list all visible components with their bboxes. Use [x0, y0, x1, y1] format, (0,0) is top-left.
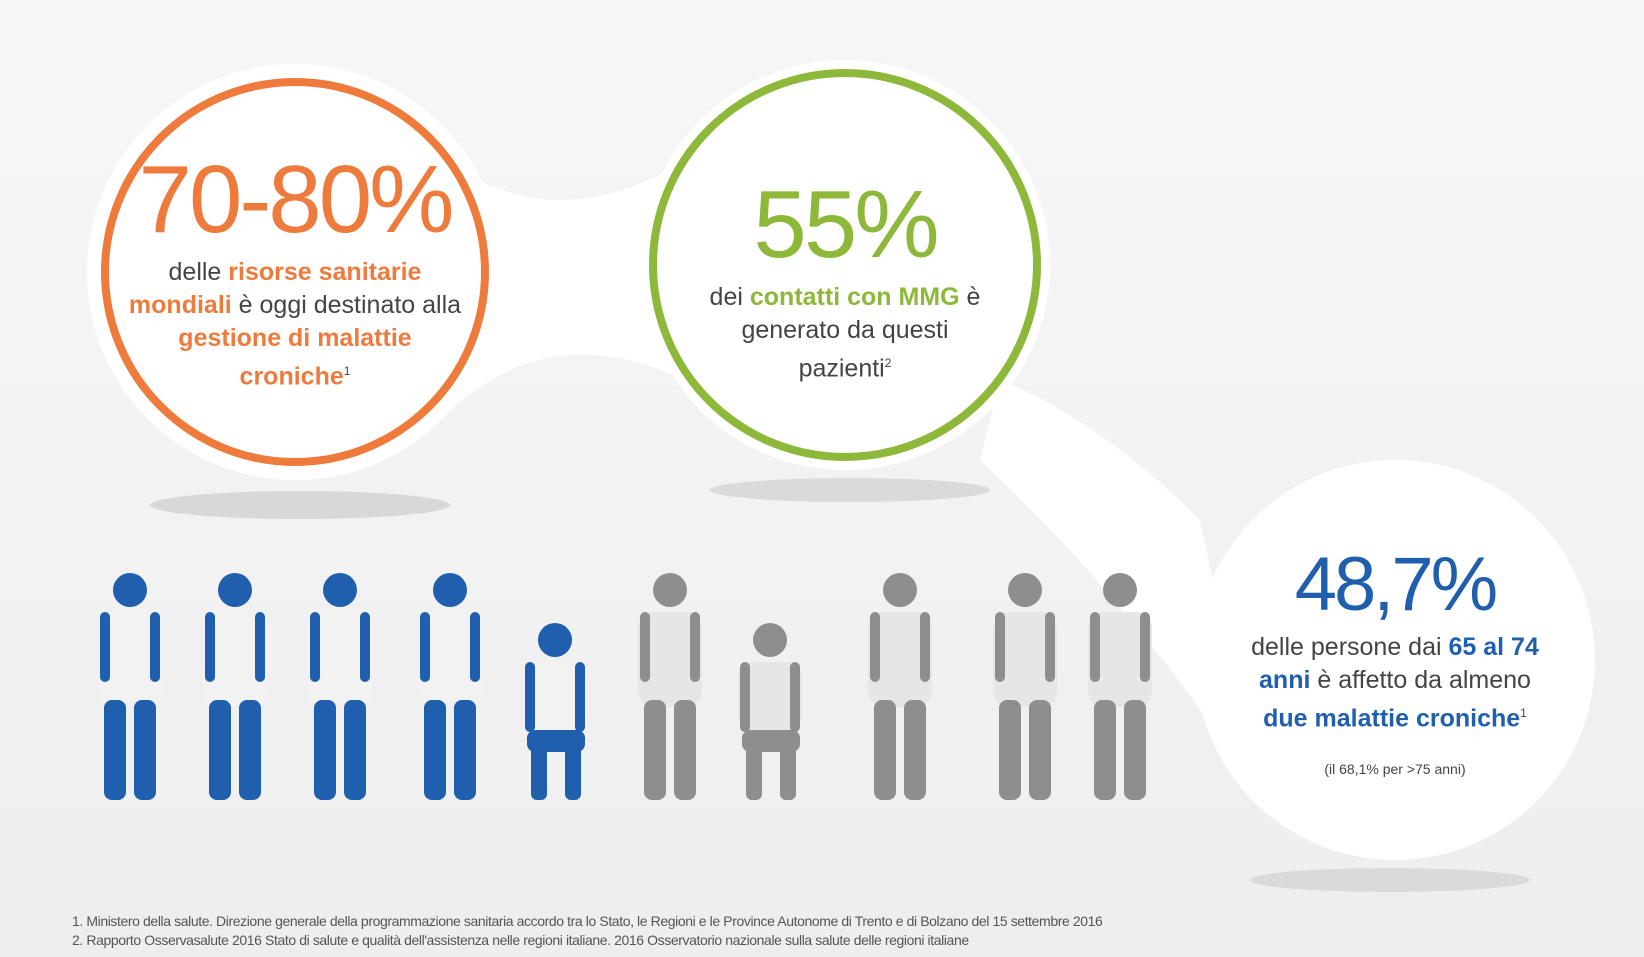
- shadow: [150, 491, 450, 519]
- person-part: [255, 612, 265, 682]
- highlight: due malattie croniche: [1263, 704, 1520, 732]
- people: [98, 573, 1152, 800]
- person-part: [674, 700, 696, 800]
- person-part: [113, 573, 147, 607]
- highlight: contatti con MMG: [750, 283, 960, 311]
- person-part: [790, 662, 800, 732]
- person-part: [323, 573, 357, 607]
- footnote: 1. Ministero della salute. Direzione gen…: [72, 912, 1102, 931]
- person-part: [753, 623, 787, 657]
- person-part: [575, 662, 585, 732]
- person-part: [100, 612, 110, 682]
- person-part: [870, 612, 880, 682]
- ref: 1: [1520, 706, 1527, 720]
- person-part: [1029, 700, 1051, 800]
- highlight: gestione di malattie croniche: [178, 324, 411, 390]
- person-part: [1124, 700, 1146, 800]
- person-part: [218, 573, 252, 607]
- person-part: [995, 612, 1005, 682]
- person-part: [999, 700, 1021, 800]
- person-part: [746, 745, 762, 800]
- text: delle persone dai: [1251, 633, 1441, 661]
- person-part: [420, 612, 430, 682]
- person-part: [740, 662, 750, 732]
- person-part: [874, 700, 896, 800]
- person-part: [104, 700, 126, 800]
- person-part: [1045, 612, 1055, 682]
- person-part: [134, 700, 156, 800]
- stat: 48,7% delle persone dai 65 al 74 anni è …: [1250, 545, 1540, 786]
- person-part: [1140, 612, 1150, 682]
- person-part: [239, 700, 261, 800]
- person-part: [470, 612, 480, 682]
- person-part: [883, 573, 917, 607]
- person-part: [360, 612, 370, 682]
- person-part: [433, 573, 467, 607]
- person-part: [1094, 700, 1116, 800]
- shadow: [710, 478, 990, 502]
- person-part: [780, 745, 796, 800]
- person-part: [920, 612, 930, 682]
- person-part: [538, 623, 572, 657]
- person-part: [565, 745, 581, 800]
- text: delle: [169, 258, 222, 286]
- person-part: [690, 612, 700, 682]
- person-part: [904, 700, 926, 800]
- page: 70-80% delle risorse sanitarie mondiali …: [0, 0, 1644, 957]
- stat-figure: 48,7%: [1250, 545, 1540, 625]
- note: (il 68,1% per >75 anni): [1250, 753, 1540, 786]
- person-part: [653, 573, 687, 607]
- person-part: [310, 612, 320, 682]
- person-part: [314, 700, 336, 800]
- stat-figure: 70-80%: [120, 150, 470, 250]
- footnote: 2. Rapporto Osservasalute 2016 Stato di …: [72, 931, 1102, 950]
- person-part: [205, 612, 215, 682]
- graphics: [0, 0, 1644, 957]
- person-part: [525, 662, 535, 732]
- stat-figure: 55%: [700, 175, 990, 275]
- shadow: [1250, 868, 1530, 892]
- person-part: [209, 700, 231, 800]
- footnotes: 1. Ministero della salute. Direzione gen…: [72, 912, 1102, 950]
- text: dei: [710, 283, 743, 311]
- person-part: [344, 700, 366, 800]
- stat: 70-80% delle risorse sanitarie mondiali …: [120, 150, 470, 393]
- stat: 55% dei contatti con MMG è generato da q…: [700, 175, 990, 385]
- person-part: [644, 700, 666, 800]
- text: è affetto da almeno: [1317, 666, 1531, 694]
- person-part: [424, 700, 446, 800]
- person-part: [1103, 573, 1137, 607]
- text: è oggi destinato alla: [239, 291, 461, 319]
- ref: 2: [885, 356, 892, 370]
- person-part: [454, 700, 476, 800]
- person-part: [1008, 573, 1042, 607]
- person-part: [150, 612, 160, 682]
- person-part: [531, 745, 547, 800]
- ref: 1: [344, 364, 351, 378]
- person-part: [640, 612, 650, 682]
- person-part: [1090, 612, 1100, 682]
